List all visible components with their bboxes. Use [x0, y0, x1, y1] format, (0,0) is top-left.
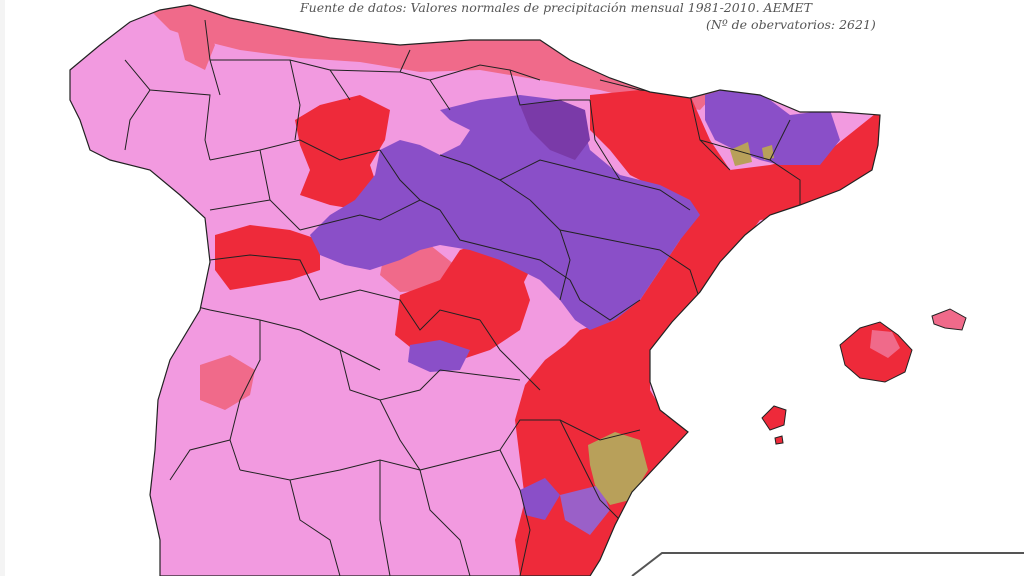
- gold-zone-pyrenees-2: [762, 145, 774, 160]
- legend-frame-line: [631, 552, 1024, 576]
- purple-zone-pyrenees: [705, 85, 840, 165]
- left-margin: [0, 0, 5, 576]
- peninsula-outline: [69, 4, 881, 576]
- peninsula: [69, 4, 881, 576]
- observatories-caption: (Nº de obervatorios: 2621): [706, 17, 876, 32]
- red-zone-north-center: [295, 95, 390, 210]
- balearic-islands: [761, 308, 967, 445]
- menorca: [931, 308, 967, 331]
- salmon-zone-nw: [175, 15, 215, 70]
- source-caption: Fuente de datos: Valores normales de pre…: [300, 0, 812, 15]
- purple-zone-coast: [560, 485, 610, 535]
- dark-purple-zone: [520, 100, 590, 160]
- purple-zone-central-north: [310, 95, 700, 330]
- red-zone-west: [215, 225, 320, 290]
- gold-zone-pyrenees: [730, 142, 752, 166]
- ibiza: [761, 405, 787, 431]
- purple-zone-south-center: [408, 340, 470, 372]
- salmon-zone-west: [200, 355, 255, 410]
- gold-zone-southeast: [588, 432, 648, 505]
- mallorca-salmon: [870, 330, 900, 358]
- formentera: [774, 435, 784, 445]
- purple-zone-se: [520, 478, 560, 520]
